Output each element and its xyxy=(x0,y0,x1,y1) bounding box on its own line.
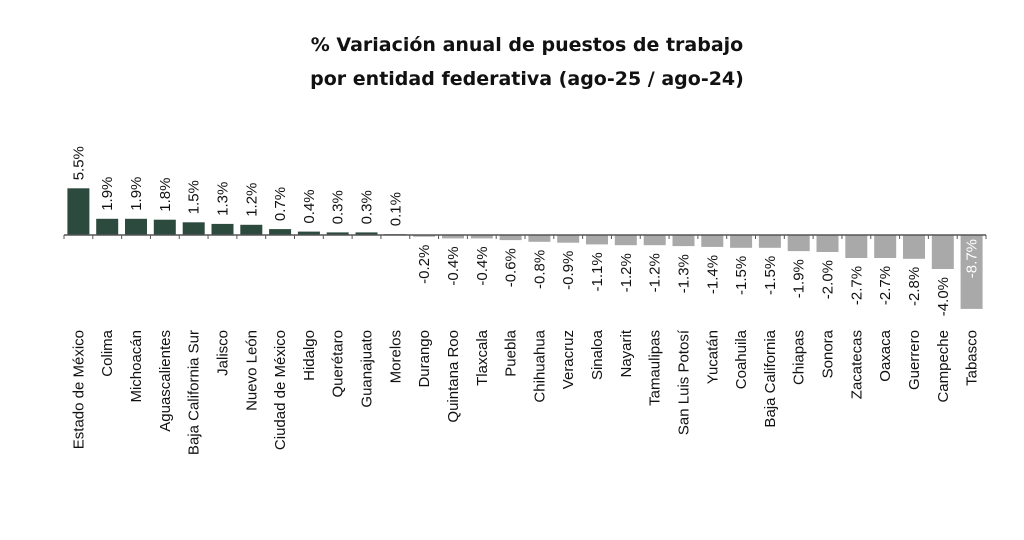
category-label: Nuevo León xyxy=(243,330,260,411)
bar xyxy=(499,235,522,241)
bar xyxy=(528,235,551,242)
category-label: Baja California xyxy=(762,329,779,427)
bar xyxy=(903,235,925,259)
category-label: Estado de México xyxy=(70,330,87,449)
category-label: Tabasco xyxy=(964,330,981,386)
value-label: -1.5% xyxy=(762,256,779,295)
value-label: -1.2% xyxy=(618,253,635,292)
bar xyxy=(874,235,897,258)
value-label: 0.1% xyxy=(387,192,404,226)
bar xyxy=(845,235,868,258)
category-label: Querétaro xyxy=(330,330,347,398)
category-label: Morelos xyxy=(387,330,404,383)
value-label: -2.0% xyxy=(820,260,837,299)
value-label: 1.2% xyxy=(243,183,260,217)
bar xyxy=(67,188,90,236)
bar xyxy=(355,232,378,235)
bar xyxy=(442,235,464,239)
value-label: -1.9% xyxy=(791,259,808,298)
bar xyxy=(931,235,954,269)
bar xyxy=(614,235,637,246)
category-label: Veracruz xyxy=(560,330,577,389)
value-label: -1.1% xyxy=(589,252,606,291)
category-label: Yucatán xyxy=(704,330,721,384)
value-label: -0.2% xyxy=(416,245,433,284)
bar xyxy=(787,235,810,252)
bar xyxy=(125,218,147,235)
chart-title-line-2: por entidad federativa (ago-25 / ago-24) xyxy=(310,68,744,90)
value-label: -0.8% xyxy=(531,250,548,289)
bar xyxy=(470,235,493,239)
value-label: -2.8% xyxy=(906,267,923,306)
bar xyxy=(240,224,263,235)
category-label: Coahuila xyxy=(733,329,750,389)
value-label: 0.3% xyxy=(359,190,376,224)
category-label: Michoacán xyxy=(128,330,145,403)
value-label: -8.7% xyxy=(964,239,981,278)
value-label: 1.3% xyxy=(215,182,232,216)
value-label: -1.2% xyxy=(647,253,664,292)
category-label: Quintana Roo xyxy=(445,330,462,423)
value-label: -4.0% xyxy=(935,277,952,316)
value-label: 1.5% xyxy=(186,180,203,214)
bar xyxy=(643,235,666,246)
category-label: Nayarit xyxy=(618,329,635,377)
category-label: Jalisco xyxy=(215,330,232,376)
category-label: Durango xyxy=(416,330,433,388)
category-label: San Luis Potosí xyxy=(676,329,693,435)
bar xyxy=(557,235,580,243)
value-label: 1.9% xyxy=(99,177,116,211)
category-label: Oaxaca xyxy=(877,329,894,381)
value-label: -0.4% xyxy=(445,246,462,285)
bar xyxy=(297,231,320,235)
category-label: Hidalgo xyxy=(301,330,318,381)
value-label: 0.4% xyxy=(301,189,318,223)
value-label: -0.4% xyxy=(474,246,491,285)
category-label: Colima xyxy=(99,329,116,376)
bar xyxy=(182,222,205,236)
value-label: 1.8% xyxy=(157,177,174,211)
value-label: -0.9% xyxy=(560,251,577,290)
value-label: 0.7% xyxy=(272,187,289,221)
bar xyxy=(730,235,753,248)
category-label: Guerrero xyxy=(906,330,923,390)
chart-title-line-1: % Variación anual de puestos de trabajo xyxy=(310,34,744,56)
value-label: 0.3% xyxy=(330,190,347,224)
category-label: Sonora xyxy=(820,329,837,378)
category-label: Sinaloa xyxy=(589,329,606,380)
bar xyxy=(758,235,781,248)
value-label: 1.9% xyxy=(128,177,145,211)
bar xyxy=(960,235,983,309)
category-label: Tlaxcala xyxy=(474,329,491,386)
category-label: Ciudad de México xyxy=(272,330,289,450)
bar xyxy=(153,219,176,235)
category-label: Chihuahua xyxy=(531,329,548,402)
category-label: Zacatecas xyxy=(848,330,865,399)
bar xyxy=(211,223,234,235)
value-label: -1.4% xyxy=(704,255,721,294)
bar xyxy=(96,218,119,235)
category-label: Aguascalientes xyxy=(157,330,174,432)
category-label: Puebla xyxy=(503,329,520,376)
category-label: Tamaulipas xyxy=(647,330,664,406)
category-label: Baja California Sur xyxy=(186,330,203,455)
category-label: Guanajuato xyxy=(359,330,376,408)
bar xyxy=(586,235,608,245)
value-label: -2.7% xyxy=(848,266,865,305)
category-label: Chiapas xyxy=(791,330,808,385)
chart-title: % Variación anual de puestos de trabajo … xyxy=(0,28,1024,96)
value-label: -1.3% xyxy=(676,254,693,293)
bar xyxy=(672,235,695,247)
bar xyxy=(816,235,839,252)
category-label: Campeche xyxy=(935,330,952,403)
bar xyxy=(326,232,349,235)
value-label: -0.6% xyxy=(503,248,520,287)
bar xyxy=(413,235,436,237)
bar xyxy=(269,229,292,235)
value-label: -1.5% xyxy=(733,256,750,295)
bar xyxy=(701,235,724,247)
value-label: 5.5% xyxy=(70,146,87,180)
value-label: -2.7% xyxy=(877,266,894,305)
